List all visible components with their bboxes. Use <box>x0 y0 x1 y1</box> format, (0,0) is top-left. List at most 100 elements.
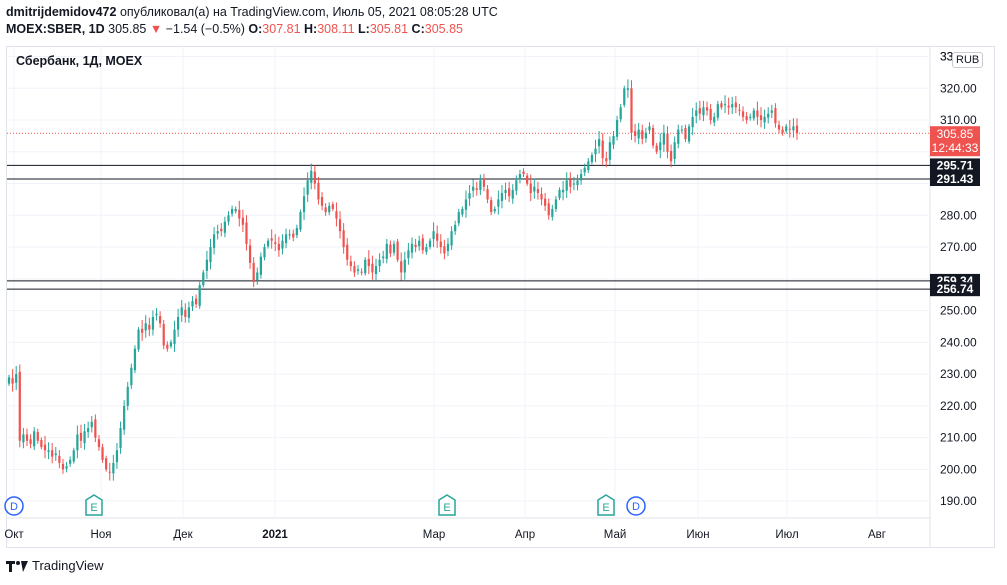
candle-body <box>587 161 590 171</box>
candle-body <box>76 434 79 451</box>
candle-body <box>87 428 90 433</box>
candle-body <box>115 450 119 463</box>
candle-body <box>695 110 698 117</box>
candle-body <box>97 439 101 448</box>
earnings-marker-label: E <box>90 502 97 514</box>
candle-body <box>184 309 187 317</box>
candle-body <box>454 224 457 232</box>
candle-body <box>108 471 111 473</box>
candle-body <box>518 174 522 180</box>
candle-body <box>756 110 759 117</box>
candle-body <box>421 238 424 251</box>
author-name[interactable]: dmitrijdemidov472 <box>6 5 117 19</box>
close-label: C: <box>411 22 425 36</box>
candle-body <box>198 285 201 306</box>
candle-body <box>687 126 691 142</box>
candle-body <box>79 432 83 441</box>
candle-body <box>500 193 504 202</box>
candle-body <box>734 102 737 108</box>
candle-body <box>43 444 47 451</box>
candle-body <box>597 139 601 147</box>
candle-body <box>392 243 396 253</box>
candle-body <box>18 371 21 441</box>
candle-body <box>680 129 683 131</box>
candle-body <box>788 128 791 130</box>
candle-body <box>403 259 406 273</box>
candle-body <box>324 207 327 213</box>
candle-body <box>579 174 583 181</box>
candle-body <box>446 243 450 252</box>
candle-body <box>126 386 129 406</box>
candle-body <box>382 256 385 259</box>
candle-body <box>7 377 11 384</box>
dividend-marker-label: D <box>632 501 640 513</box>
candle-body <box>284 234 288 244</box>
candle-body <box>159 316 162 324</box>
candle-body <box>270 238 273 241</box>
currency-badge[interactable]: RUB <box>952 52 984 68</box>
level-price-label: 256.74 <box>937 282 974 296</box>
candle-body <box>547 203 550 216</box>
candle-body <box>615 120 619 137</box>
candle-body <box>101 447 104 460</box>
candle-body <box>544 198 547 206</box>
candle-body <box>29 439 32 444</box>
candle-body <box>374 266 378 275</box>
candle-body <box>677 129 680 144</box>
publish-info: dmitrijdemidov472 опубликовал(а) на Trad… <box>6 5 498 19</box>
candle-body <box>562 189 565 193</box>
candle-body <box>770 110 773 113</box>
candle-body <box>141 328 144 333</box>
candle-body <box>630 88 633 133</box>
candle-body <box>212 234 216 248</box>
candle-body <box>220 228 223 232</box>
candle-body <box>112 463 115 474</box>
candle-body <box>256 272 259 281</box>
candle-body <box>238 209 241 219</box>
candle-body <box>40 439 43 448</box>
candle-body <box>133 348 137 371</box>
x-tick-label: 2021 <box>262 529 288 541</box>
open-label: O: <box>248 22 263 36</box>
candle-body <box>439 241 442 248</box>
candle-body <box>705 107 709 111</box>
candle-body <box>61 463 65 470</box>
candle-body <box>425 247 428 252</box>
earnings-marker <box>85 494 103 516</box>
level-price-label: 291.43 <box>937 172 974 186</box>
candle-body <box>288 234 291 236</box>
candle-body <box>673 142 676 159</box>
candle-body <box>346 244 349 260</box>
candle-body <box>310 170 313 183</box>
tradingview-footer[interactable]: TradingView <box>6 558 104 573</box>
candle-body <box>180 307 183 316</box>
candle-body <box>540 193 543 200</box>
candle-body <box>720 103 723 108</box>
candle-body <box>497 199 500 207</box>
candle-body <box>342 230 345 248</box>
price-change: −1.54 (−0.5%) <box>165 22 245 36</box>
x-tick-label: Авг <box>868 529 886 541</box>
y-tick-label: 270.00 <box>940 240 977 254</box>
candle-body <box>277 243 280 251</box>
candle-body <box>130 367 133 386</box>
candle-body <box>353 266 356 273</box>
high-label: H: <box>304 22 318 36</box>
candle-body <box>356 269 360 271</box>
candle-body <box>475 188 478 190</box>
candle-body <box>407 250 410 259</box>
y-tick-label: 200.00 <box>940 462 977 476</box>
candle-body <box>432 231 435 240</box>
candle-body <box>166 344 169 349</box>
high-value: 308.11 <box>317 22 355 36</box>
tradingview-logo-icon <box>6 560 28 572</box>
candle-body <box>22 434 25 443</box>
candle-body <box>576 180 579 186</box>
symbol-name: MOEX:SBER, 1D <box>6 22 105 36</box>
candle-body <box>569 179 572 187</box>
candle-body <box>637 129 640 139</box>
x-tick-label: Апр <box>515 529 535 541</box>
candle-body <box>709 108 712 121</box>
candle-body <box>590 154 594 163</box>
